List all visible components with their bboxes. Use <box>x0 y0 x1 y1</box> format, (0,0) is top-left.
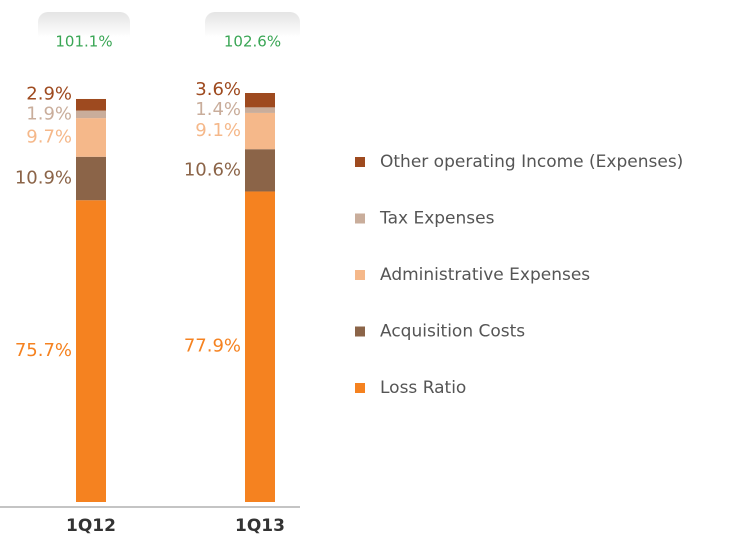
bar-segment <box>245 149 275 192</box>
legend-swatch <box>355 213 365 224</box>
legend-swatch <box>355 270 365 280</box>
bar-segment <box>245 107 275 113</box>
legend-label: Acquisition Costs <box>380 322 525 342</box>
bar-segment <box>245 112 275 150</box>
legend-label: Other operating Income (Expenses) <box>380 152 683 172</box>
value-label: 3.6% <box>195 79 241 100</box>
bar-segment <box>76 156 106 201</box>
value-label: 10.9% <box>15 168 72 189</box>
bar-segment <box>76 200 106 502</box>
x-tick-label: 1Q12 <box>66 516 116 536</box>
value-label: 75.7% <box>15 340 72 361</box>
legend-label: Loss Ratio <box>380 378 466 398</box>
bar-segment <box>76 118 106 157</box>
legend-swatch <box>355 326 365 337</box>
bar-segment <box>245 191 275 503</box>
total-label: 101.1% <box>55 33 112 51</box>
total-box <box>205 12 300 62</box>
total-box <box>38 12 130 62</box>
legend-label: Administrative Expenses <box>380 265 590 285</box>
value-label: 1.4% <box>195 99 241 120</box>
x-tick-label: 1Q13 <box>235 516 285 536</box>
total-label: 102.6% <box>224 33 281 51</box>
value-label: 2.9% <box>26 83 72 104</box>
legend-swatch <box>355 383 365 393</box>
value-label: 9.7% <box>26 126 72 147</box>
bar-segment <box>245 93 275 108</box>
bar-segment <box>76 110 106 119</box>
value-label: 9.1% <box>195 120 241 141</box>
legend-swatch <box>355 157 365 167</box>
value-label: 77.9% <box>184 336 241 357</box>
value-label: 1.9% <box>26 103 72 124</box>
bar-segment <box>76 98 106 111</box>
legend-label: Tax Expenses <box>379 209 495 229</box>
value-label: 10.6% <box>184 159 241 180</box>
